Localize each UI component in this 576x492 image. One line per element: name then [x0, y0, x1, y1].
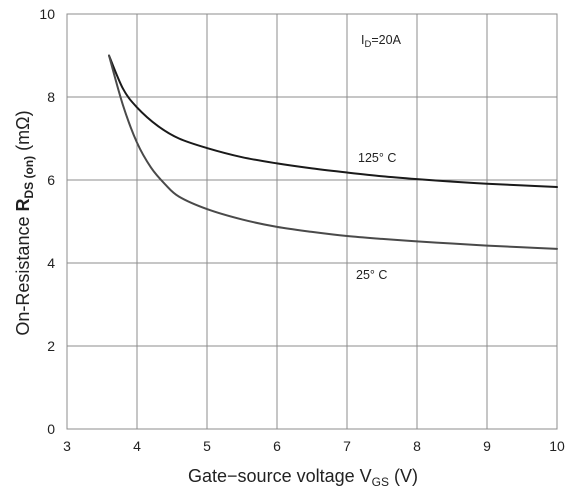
- label-25c: 25° C: [356, 268, 387, 282]
- y-tick-label-6: 6: [47, 172, 55, 188]
- label-125c: 125° C: [358, 151, 396, 165]
- tick-labels: 3 4 5 6 7 8 9 10 0 2 4 6 8 10: [39, 6, 565, 454]
- series-lines: [108, 54, 558, 250]
- x-axis-title: Gate−source voltage VGS (V): [188, 466, 418, 489]
- x-tick-label-5: 5: [203, 438, 211, 454]
- series-125c-line: [108, 54, 558, 189]
- gridlines: [66, 13, 558, 430]
- x-tick-label-3: 3: [63, 438, 71, 454]
- y-tick-label-0: 0: [47, 421, 55, 437]
- x-tick-label-7: 7: [343, 438, 351, 454]
- y-tick-label-2: 2: [47, 338, 55, 354]
- x-tick-label-6: 6: [273, 438, 281, 454]
- x-tick-label-10: 10: [549, 438, 565, 454]
- y-tick-label-8: 8: [47, 89, 55, 105]
- y-tick-label-10: 10: [39, 6, 55, 22]
- y-tick-label-4: 4: [47, 255, 55, 271]
- x-tick-label-8: 8: [413, 438, 421, 454]
- x-tick-label-9: 9: [483, 438, 491, 454]
- condition-annotation: ID=20A: [361, 33, 402, 50]
- x-tick-label-4: 4: [133, 438, 141, 454]
- plot-frame: [66, 13, 558, 430]
- y-axis-title: On-Resistance RDS (on) (mΩ): [13, 110, 36, 335]
- series-25c-line: [108, 54, 558, 250]
